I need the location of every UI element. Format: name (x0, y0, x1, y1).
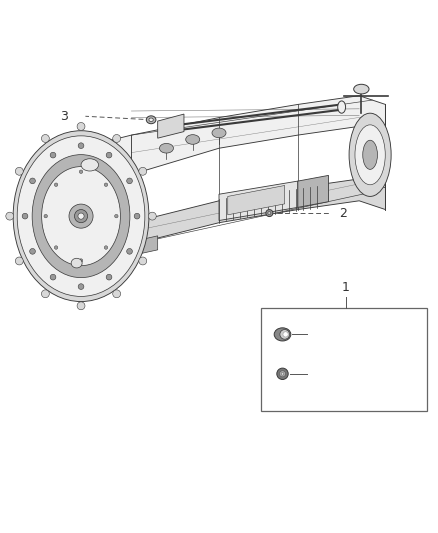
Ellipse shape (78, 284, 84, 289)
Ellipse shape (146, 116, 156, 124)
Ellipse shape (113, 134, 120, 142)
Text: 1: 1 (342, 281, 350, 294)
Ellipse shape (363, 140, 378, 169)
Ellipse shape (212, 128, 226, 138)
Text: 2: 2 (315, 367, 323, 381)
Ellipse shape (149, 118, 153, 122)
Ellipse shape (54, 183, 58, 187)
Ellipse shape (277, 368, 288, 379)
Ellipse shape (74, 209, 88, 223)
Ellipse shape (274, 328, 291, 341)
Ellipse shape (266, 209, 273, 216)
Ellipse shape (42, 167, 120, 265)
Ellipse shape (353, 84, 369, 94)
Ellipse shape (78, 213, 84, 219)
Ellipse shape (115, 214, 118, 218)
Ellipse shape (42, 290, 49, 298)
Ellipse shape (283, 332, 288, 337)
Polygon shape (298, 175, 328, 207)
Ellipse shape (79, 259, 83, 262)
Ellipse shape (349, 113, 391, 197)
Polygon shape (110, 236, 158, 260)
Ellipse shape (159, 143, 173, 153)
Ellipse shape (113, 290, 120, 298)
Ellipse shape (127, 178, 132, 184)
Ellipse shape (69, 204, 93, 228)
Ellipse shape (355, 125, 385, 185)
Ellipse shape (77, 123, 85, 131)
Ellipse shape (104, 246, 108, 249)
Ellipse shape (162, 123, 170, 135)
Ellipse shape (106, 152, 112, 158)
Ellipse shape (44, 214, 47, 218)
Ellipse shape (32, 155, 130, 278)
Ellipse shape (338, 101, 346, 113)
Ellipse shape (30, 178, 35, 184)
Ellipse shape (50, 274, 56, 280)
Ellipse shape (17, 136, 145, 296)
Ellipse shape (127, 248, 132, 254)
Ellipse shape (148, 212, 156, 220)
Ellipse shape (134, 213, 140, 219)
Ellipse shape (81, 159, 99, 171)
Text: 3: 3 (315, 328, 323, 341)
Ellipse shape (77, 302, 85, 310)
Ellipse shape (106, 274, 112, 280)
Ellipse shape (15, 257, 23, 265)
Ellipse shape (268, 212, 271, 215)
Ellipse shape (50, 152, 56, 158)
Ellipse shape (30, 248, 35, 254)
Polygon shape (219, 181, 298, 221)
Ellipse shape (22, 213, 28, 219)
Ellipse shape (279, 371, 286, 377)
Ellipse shape (54, 246, 58, 249)
Ellipse shape (280, 329, 290, 339)
Polygon shape (35, 96, 385, 209)
Ellipse shape (15, 167, 23, 175)
Ellipse shape (139, 257, 147, 265)
Polygon shape (158, 114, 184, 138)
Ellipse shape (42, 134, 49, 142)
Ellipse shape (139, 167, 147, 175)
Ellipse shape (104, 183, 108, 187)
Text: 3: 3 (60, 110, 68, 123)
Polygon shape (35, 179, 385, 275)
Ellipse shape (78, 143, 84, 149)
Ellipse shape (13, 131, 149, 302)
Ellipse shape (186, 135, 200, 144)
Text: 2: 2 (339, 207, 347, 220)
Ellipse shape (71, 259, 82, 268)
Ellipse shape (79, 170, 83, 173)
Ellipse shape (6, 212, 14, 220)
Polygon shape (228, 185, 285, 215)
Polygon shape (261, 308, 427, 411)
Ellipse shape (281, 373, 284, 375)
